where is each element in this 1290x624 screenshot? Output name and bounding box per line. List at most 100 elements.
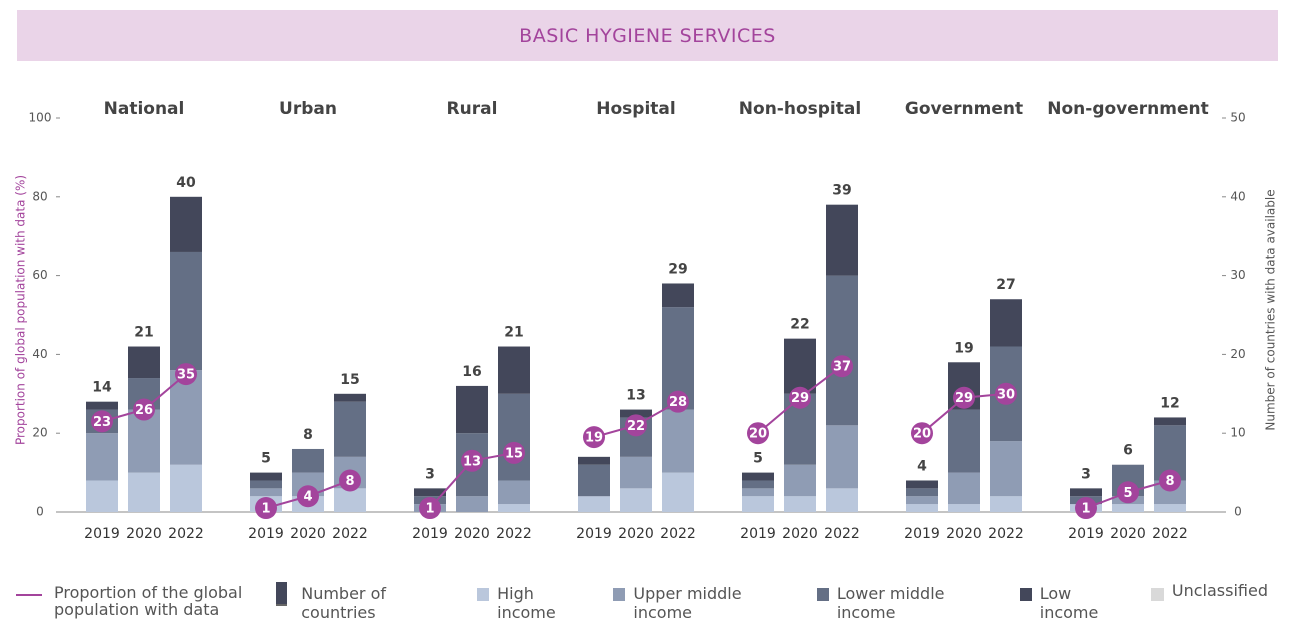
x-tick-label: 2020	[1110, 526, 1146, 542]
line-marker	[953, 386, 975, 409]
y-tick-label: 40	[32, 347, 47, 361]
line-label: 22	[627, 419, 645, 434]
group-label: Non-hospital	[739, 99, 861, 119]
x-tick-label: 2020	[126, 526, 162, 542]
chart: 0 20 40 60 80 100 0 10 20 30 40 50 Proportion of glo…	[14, 99, 1278, 542]
bar-segment	[86, 433, 118, 481]
bar-segment	[620, 456, 652, 489]
legend-label: High income	[497, 584, 556, 622]
line-label: 29	[955, 391, 973, 406]
group-label: Non-government	[1047, 99, 1208, 119]
legend-label: Number of countries	[301, 584, 387, 622]
line-label: 15	[505, 446, 523, 461]
line-label: 4	[303, 490, 312, 505]
bar-segment	[128, 472, 160, 512]
y2-tick-label: 10	[1230, 426, 1245, 440]
bar-segment	[456, 385, 488, 434]
legend-label: Lower middle income	[836, 584, 945, 622]
x-tick-label: 2022	[332, 526, 368, 542]
x-tick-label: 2020	[290, 526, 326, 542]
line-label: 20	[913, 427, 931, 442]
bar-segment	[990, 441, 1022, 497]
x-tick-label: 2022	[168, 526, 204, 542]
line-marker	[91, 410, 113, 433]
legend-swatch	[476, 588, 490, 601]
total-label: 14	[92, 380, 112, 396]
group-label: Hospital	[596, 99, 675, 119]
line-label: 13	[463, 454, 481, 469]
bar-segment	[906, 480, 938, 489]
line-label: 28	[669, 395, 687, 410]
line-marker	[255, 497, 277, 520]
total-label: 4	[917, 458, 927, 474]
x-tick-label: 2019	[904, 526, 940, 542]
legend-item: Low income	[1019, 584, 1129, 622]
y2-tick-label: 30	[1230, 268, 1245, 282]
bar-segment	[906, 488, 938, 497]
total-label: 15	[340, 372, 359, 388]
x-tick-label: 2022	[824, 526, 860, 542]
total-label: 22	[790, 317, 809, 333]
bar-segment	[334, 393, 366, 402]
legend-item: Lower middle income	[816, 584, 998, 622]
bar-segment	[250, 488, 282, 497]
line-marker	[911, 422, 933, 445]
legend-item: Number of countries	[276, 582, 455, 622]
bar-segment	[620, 409, 652, 418]
line-marker	[175, 363, 197, 386]
bar-segment	[456, 496, 488, 512]
bar-segment	[128, 346, 160, 379]
line-marker	[789, 386, 811, 409]
bar-segment	[784, 338, 816, 394]
x-tick-label: 2022	[496, 526, 532, 542]
legend-swatch	[816, 588, 829, 601]
bar-segment	[578, 456, 610, 465]
total-label: 3	[425, 466, 435, 482]
y-tick-label: 80	[32, 189, 47, 203]
bar-segment	[826, 425, 858, 489]
total-label: 12	[1160, 395, 1179, 411]
total-label: 40	[176, 175, 196, 191]
bar-segment	[742, 496, 774, 512]
bar-segment	[826, 488, 858, 512]
y2-tick-label: 50	[1230, 111, 1245, 125]
x-tick-label: 2022	[660, 526, 696, 542]
bar-segment	[662, 283, 694, 308]
group-label: National	[104, 99, 185, 119]
line-marker	[995, 382, 1017, 405]
bar-segment	[742, 488, 774, 497]
legend-label: Unclassified	[1171, 581, 1268, 600]
legend-item: Unclassified	[1150, 581, 1268, 601]
total-label: 13	[626, 388, 645, 404]
legend-item: Upper middle income	[613, 584, 794, 622]
legend-swatch	[613, 588, 626, 601]
y-tick-label: 100	[29, 111, 52, 125]
x-tick-label: 2019	[576, 526, 612, 542]
total-label: 6	[1123, 443, 1133, 459]
legend-label: Upper middle income	[633, 584, 742, 622]
bar-segment	[662, 409, 694, 473]
y-tick-label: 60	[32, 268, 47, 282]
bar-segment	[498, 346, 530, 394]
line-label: 8	[345, 474, 354, 489]
bar-segment	[990, 496, 1022, 512]
bar-segment	[334, 488, 366, 512]
bar-segment	[498, 504, 530, 512]
bar-segment	[742, 480, 774, 489]
line-marker	[1159, 469, 1181, 492]
total-label: 5	[753, 451, 763, 467]
legend-line	[16, 594, 42, 596]
group-label: Urban	[279, 99, 337, 119]
bar-segment	[86, 480, 118, 512]
x-tick-label: 2019	[1068, 526, 1104, 542]
bar-segment	[1112, 504, 1144, 512]
x-tick-label: 2022	[1152, 526, 1188, 542]
total-label: 39	[832, 183, 851, 199]
line-label: 30	[997, 387, 1015, 402]
line-marker	[503, 441, 525, 464]
bar-segment	[826, 204, 858, 276]
total-label: 27	[996, 277, 1015, 293]
total-label: 5	[261, 451, 271, 467]
line-marker	[297, 485, 319, 508]
x-tick-label: 2019	[248, 526, 284, 542]
